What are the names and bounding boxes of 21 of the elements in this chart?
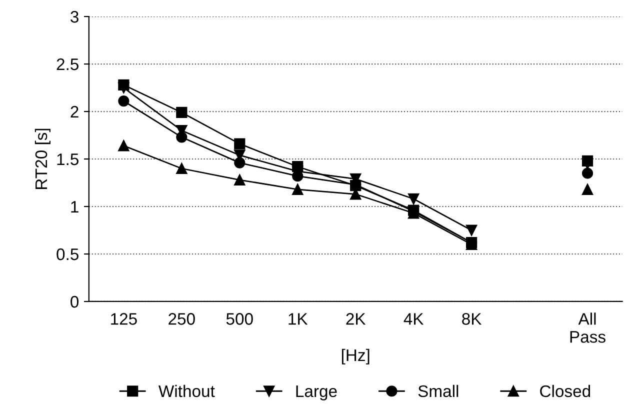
x-tick-label: 2K bbox=[346, 313, 366, 325]
y-tick-label: 0 bbox=[70, 296, 79, 308]
y-tick-label: 3 bbox=[70, 10, 78, 23]
x-tick-label: 125 bbox=[111, 313, 137, 325]
x-tick-label: 8K bbox=[462, 313, 482, 325]
x-axis-title: [Hz] bbox=[342, 348, 370, 364]
y-tick-label: 2 bbox=[70, 106, 78, 118]
legend-label: Small bbox=[418, 384, 458, 398]
x-tick-label: 1K bbox=[288, 313, 308, 325]
legend-label: Without bbox=[158, 384, 215, 398]
legend-label: Large bbox=[296, 385, 337, 400]
x-tick-label: 500 bbox=[226, 313, 253, 325]
x-tick-label: All Pass bbox=[570, 312, 606, 343]
y-tick-label: 2.5 bbox=[56, 58, 78, 70]
legend-label: Closed bbox=[540, 384, 590, 398]
x-tick-label: 250 bbox=[168, 313, 195, 325]
y-axis-title: RT20 [s] bbox=[34, 128, 50, 189]
y-tick-label: 1 bbox=[71, 201, 78, 213]
y-tick-label: 0.5 bbox=[56, 248, 78, 260]
x-tick-label: 4K bbox=[404, 313, 424, 325]
y-tick-label: 1.5 bbox=[57, 154, 78, 166]
